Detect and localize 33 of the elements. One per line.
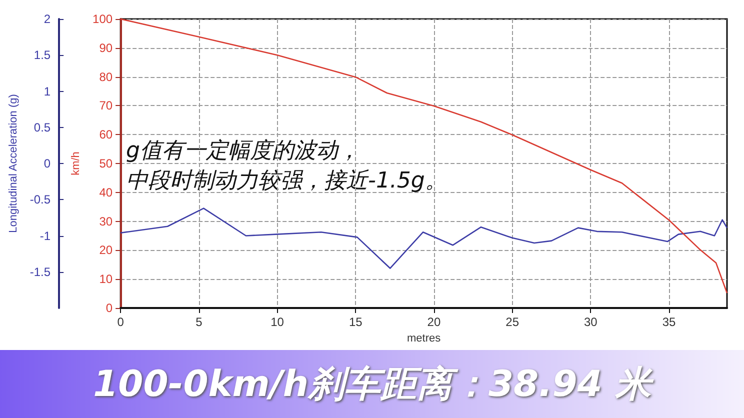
annotation: g值有一定幅度的波动，	[126, 138, 360, 164]
y2-tick-label: 0.5	[34, 120, 51, 134]
x-tick-label: 10	[270, 315, 284, 329]
y2-tick-label: 1.5	[34, 48, 51, 62]
y-tick-label: 80	[99, 70, 113, 84]
y2-tick-label: 2	[44, 12, 51, 26]
y2-tick-label: -1	[40, 228, 51, 243]
y-tick-label: 90	[99, 40, 113, 55]
y2-tick-label: -0.5	[30, 192, 51, 207]
y-tick-label: 50	[99, 156, 113, 170]
y-tick-label: 10	[99, 272, 113, 286]
y-tick-label: 100	[92, 12, 113, 26]
y-tick-label: 70	[99, 98, 113, 113]
line-series	[120, 208, 728, 269]
y-tick-label: 0	[106, 301, 113, 315]
x-tick-label: 5	[196, 315, 203, 329]
x-tick-label: 15	[348, 315, 363, 329]
x-tick-label: 35	[662, 315, 676, 329]
y-tick-label: 40	[99, 185, 113, 200]
x-tick-label: 20	[427, 315, 441, 329]
y-tick-label: 20	[99, 243, 113, 258]
line-series	[120, 18, 728, 294]
y-tick-label: 30	[99, 214, 113, 228]
x-tick-label: 0	[117, 315, 124, 329]
y2-tick-label: 1	[44, 84, 51, 98]
y2-tick-label: -1.5	[30, 264, 51, 279]
y2-axis-title: Longitudinal Acceleration (g)	[8, 94, 20, 233]
x-tick-label: 25	[506, 315, 520, 329]
y2-tick-label: 0	[44, 156, 51, 170]
x-axis-title: metres	[406, 332, 442, 344]
y-tick-label: 60	[99, 128, 113, 142]
y-axis-title: km/h	[70, 152, 82, 176]
x-tick-label: 30	[584, 315, 598, 329]
